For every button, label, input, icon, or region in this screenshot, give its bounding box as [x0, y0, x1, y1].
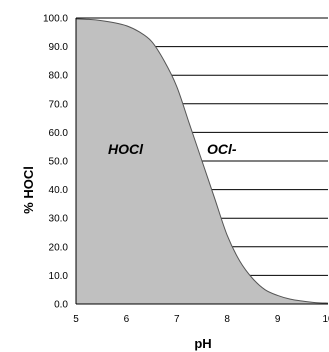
y-tick-label-6: 60.0 [49, 128, 69, 139]
x-tick-labels: 5 6 7 8 9 10 [73, 314, 329, 325]
x-tick-label-4: 9 [275, 314, 281, 325]
x-tick-label-0: 5 [73, 314, 79, 325]
y-tick-label-2: 20.0 [49, 242, 69, 253]
annotation-hocl: HOCl [108, 141, 144, 157]
y-tick-label-10: 100.0 [43, 14, 68, 25]
y-tick-label-1: 10.0 [49, 271, 69, 282]
x-tick-label-2: 7 [174, 314, 180, 325]
y-tick-label-9: 90.0 [49, 42, 69, 53]
y-tick-label-7: 70.0 [49, 99, 69, 110]
annotation-ocl: OCl- [207, 141, 237, 157]
y-tick-label-3: 30.0 [49, 214, 69, 225]
x-axis-title: pH [194, 336, 211, 351]
hocl-curve-line [75, 18, 329, 304]
y-tick-label-5: 50.0 [49, 157, 69, 168]
y-tick-label-8: 80.0 [49, 71, 69, 82]
x-tick-label-3: 8 [224, 314, 230, 325]
y-tick-label-4: 40.0 [49, 185, 69, 196]
x-tick-label-5: 10 [322, 314, 329, 325]
y-tick-label-0: 0.0 [54, 300, 68, 311]
y-tick-labels: 0.0 10.0 20.0 30.0 40.0 50.0 60.0 70.0 80.0 90.0 1… [43, 14, 68, 311]
x-tick-label-1: 6 [124, 314, 130, 325]
y-axis-title: % HOCl [21, 166, 36, 214]
